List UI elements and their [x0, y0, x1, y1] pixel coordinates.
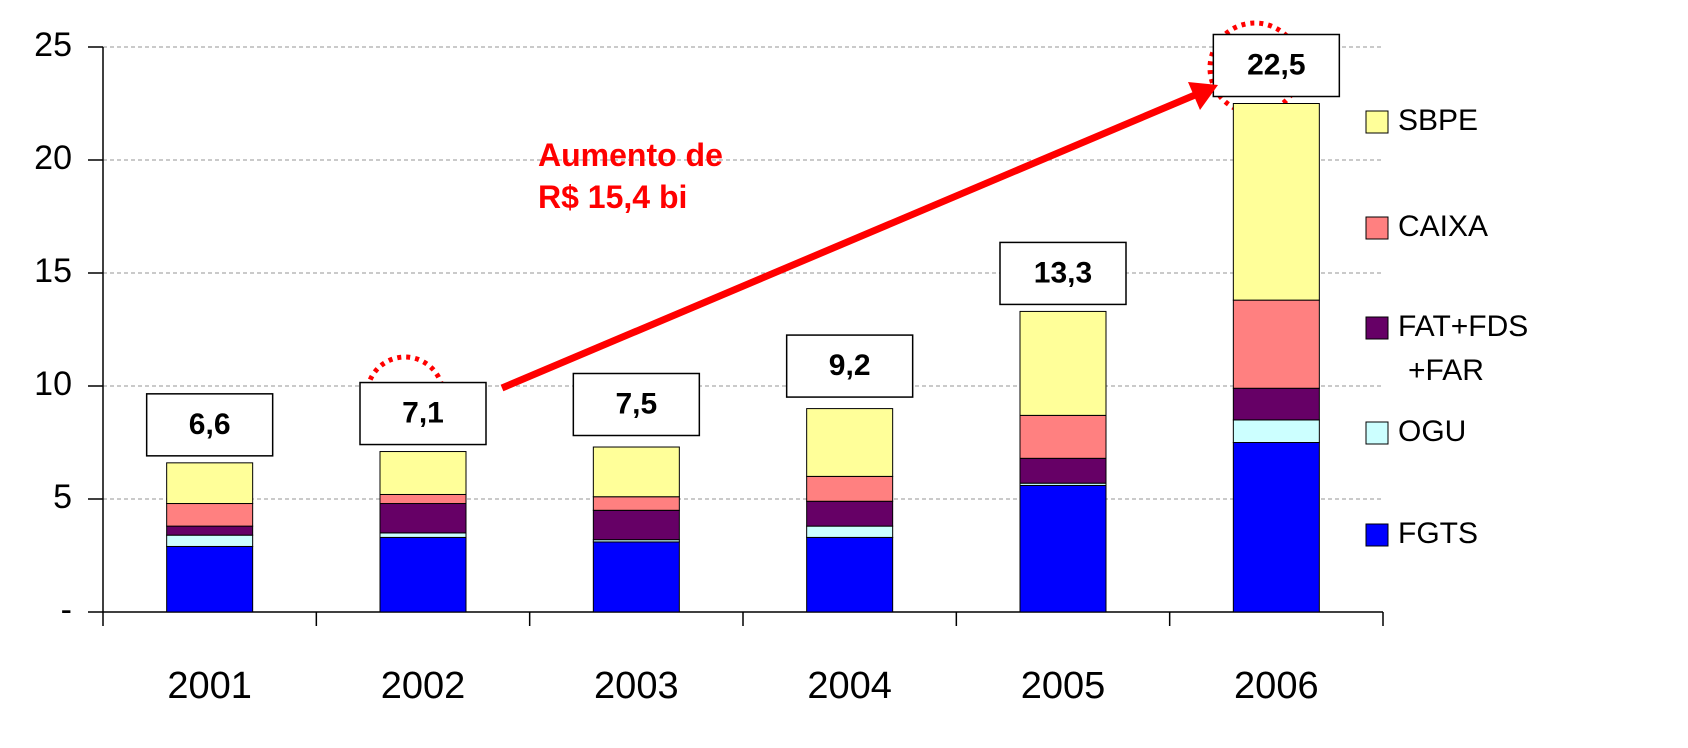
legend-label: CAIXA	[1398, 210, 1488, 243]
bar-segment	[166, 462, 254, 505]
bar-segment	[806, 525, 894, 538]
bar-segment	[1232, 103, 1320, 301]
bar-segment	[1019, 310, 1107, 416]
total-box	[572, 372, 701, 437]
total-box	[785, 334, 914, 398]
bar-segment	[1232, 442, 1320, 613]
bar-segment	[166, 525, 254, 536]
x-tick-label: 2002	[381, 665, 466, 707]
bar-segment	[1232, 299, 1320, 389]
arrow-head	[1188, 82, 1218, 110]
bar-segment	[592, 541, 680, 613]
bar-segment	[166, 503, 254, 527]
x-tick-label: 2001	[167, 665, 252, 707]
bar-segment	[592, 446, 680, 498]
y-tick-label: 10	[34, 365, 72, 403]
legend-label: SBPE	[1398, 104, 1478, 137]
bar-segment	[166, 545, 254, 613]
bar-segment	[806, 536, 894, 613]
bar-segment	[1232, 419, 1320, 443]
y-tick-label: -	[61, 591, 72, 629]
total-box	[359, 381, 487, 446]
y-tick-label: 5	[53, 478, 72, 516]
total-label: 9,2	[829, 349, 871, 382]
bar-segment	[1232, 387, 1320, 421]
bar-segment	[1019, 484, 1107, 613]
bar-segment	[592, 496, 680, 511]
y-tick-label: 20	[34, 139, 72, 177]
x-tick-label: 2003	[594, 665, 679, 707]
bar-segment	[806, 475, 894, 502]
total-label: 7,1	[402, 396, 444, 429]
y-tick-label: 25	[34, 26, 72, 64]
bar-segment	[592, 509, 680, 541]
bar-segment	[806, 408, 894, 477]
total-label: 7,5	[615, 387, 657, 420]
total-box	[1212, 33, 1341, 98]
legend-swatch	[1365, 110, 1389, 134]
total-label: 22,5	[1247, 48, 1305, 81]
bar-segment	[379, 532, 467, 538]
bar-segment	[806, 500, 894, 527]
bar-segment	[1019, 414, 1107, 459]
x-tick-label: 2004	[807, 665, 892, 707]
legend-swatch	[1365, 216, 1389, 240]
total-box	[145, 393, 274, 457]
total-label: 13,3	[1034, 256, 1092, 289]
legend-swatch	[1365, 316, 1389, 340]
legend-label: OGU	[1398, 415, 1466, 448]
total-box	[999, 241, 1127, 306]
total-label: 6,6	[189, 408, 231, 441]
bar-segment	[379, 503, 467, 534]
legend-label: FAT+FDS +FAR	[1398, 310, 1528, 387]
y-tick-label: 15	[34, 252, 72, 290]
bar-segment	[379, 493, 467, 505]
bar-segment	[166, 534, 254, 547]
bar-segment	[1019, 457, 1107, 484]
x-tick-label: 2006	[1234, 665, 1319, 707]
legend-swatch	[1365, 523, 1389, 547]
annotation: Aumento de R$ 15,4 bi	[538, 137, 723, 215]
legend-swatch	[1365, 421, 1389, 445]
bar-segment	[379, 536, 467, 613]
x-tick-label: 2005	[1021, 665, 1106, 707]
arrow-shaft	[500, 91, 1197, 392]
bar-segment	[379, 451, 467, 495]
legend-label: FGTS	[1398, 517, 1478, 550]
